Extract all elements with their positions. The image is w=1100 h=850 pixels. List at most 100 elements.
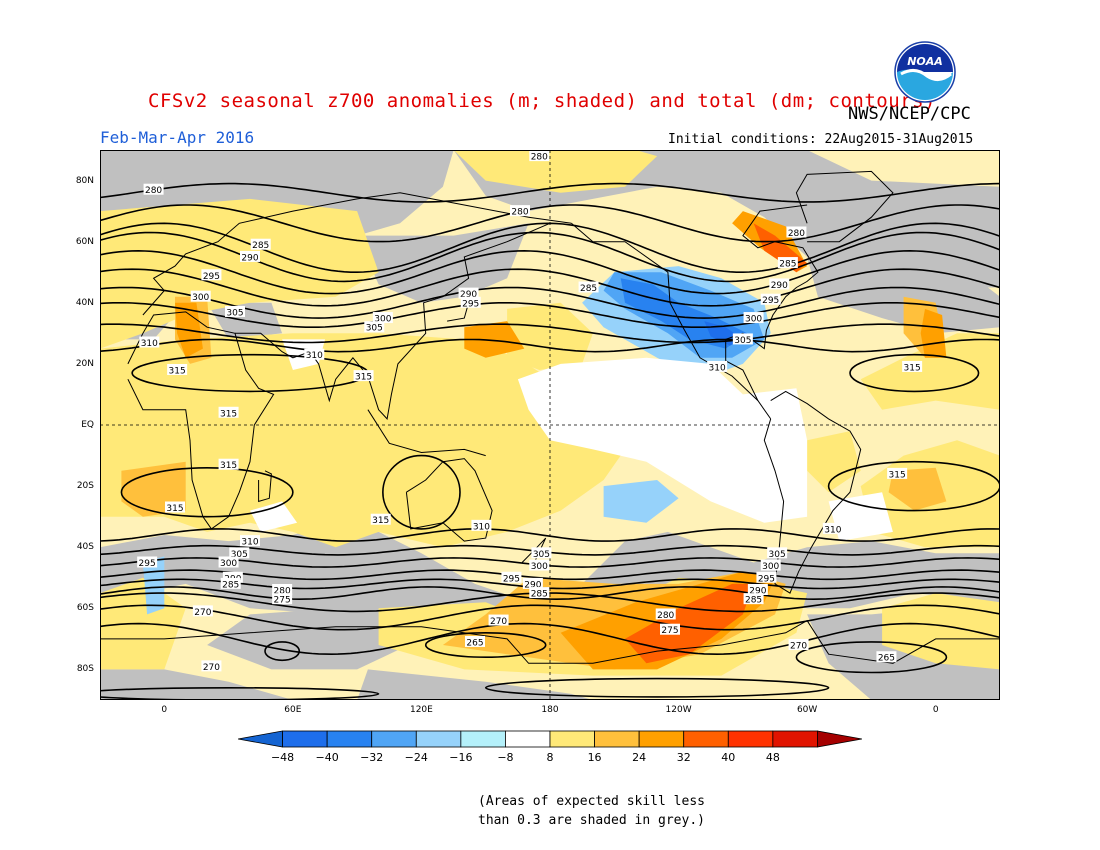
contour-label-bg [743,312,764,324]
contour-loop [484,677,830,698]
contour-label-bg [353,370,374,382]
contour-label-text: 295 [462,299,479,309]
white-region [250,501,298,532]
contour-label-bg [902,360,923,372]
coastline [763,390,862,594]
contour-label: 310 [139,336,160,349]
contour-label: 285 [578,281,599,294]
initial-conditions: Initial conditions: 22Aug2015-31Aug2015 [668,132,974,147]
contour-line [100,323,1000,344]
anomaly-region [100,333,625,548]
contour-label-text: 295 [758,574,775,584]
contour-label-text: 290 [241,253,258,263]
coastline [795,170,894,243]
contour-label-text: 310 [709,363,726,373]
coastline [405,458,493,542]
contour-label: 305 [364,321,385,334]
contour-label: 300 [372,312,393,325]
contour-label: 310 [304,348,325,361]
map-title: CFSv2 seasonal z700 anomalies (m; shaded… [148,90,936,112]
contour-label-bg [529,587,550,599]
contour-label-bg [760,293,781,305]
contour-label-bg [167,364,188,375]
grey-region [357,669,593,700]
contour-label-text: 310 [141,339,158,349]
coastline [127,311,275,530]
contour-loop [100,686,380,700]
colorbar-end-right [817,730,862,748]
contour-label: 295 [460,296,481,309]
coastline [100,619,1000,664]
contour-label-bg [465,635,485,647]
contour-label: 310 [707,360,728,373]
colorbar-label: 8 [546,751,554,764]
contour-label: 305 [732,333,753,346]
agency-label: NWS/NCEP/CPC [848,104,971,124]
contour-label: 285 [220,577,241,590]
contour-label: 285 [250,238,271,251]
colorbar-label: 48 [765,751,780,764]
contour-label-text: 315 [169,367,186,377]
lat-tick-label: 40S [76,542,94,553]
contour-label-bg [220,577,241,589]
contour-label-bg [660,623,680,635]
colorbar-segment [505,730,551,748]
contour-label-bg [139,336,160,348]
contour-label-text: 300 [745,315,762,325]
contour-label: 315 [167,364,188,377]
contour-label-bg [218,458,239,470]
contour-label: 300 [218,556,239,569]
contour-label: 315 [887,467,908,480]
contour-label-bg [769,278,790,290]
contour-label: 265 [876,651,897,664]
contour-label: 315 [902,360,923,373]
contour-label: 270 [201,660,222,673]
contour-label: 310 [822,522,843,535]
contour-label: 285 [743,593,764,606]
contour-label-text: 315 [220,409,237,419]
contour-label-text: 310 [824,525,841,535]
colorbar-segment [638,730,685,748]
contour-label-bg [707,360,728,372]
contour-label-text: 310 [473,522,490,532]
contour-label: 280 [510,205,530,218]
contour-label: 270 [488,614,509,627]
colorbar-segment [460,730,506,748]
contour-label-text: 270 [790,642,807,652]
contour-label-bg [529,559,550,571]
contour-label-bg [876,651,897,663]
colorbar-label: −32 [360,751,384,764]
contour-label: 315 [353,370,374,383]
contour-label-bg [488,614,509,626]
contour-label-bg [218,406,239,418]
contour-label-bg [788,639,809,650]
colorbar-segment [772,730,818,748]
colorbar-segment [683,730,729,748]
contour-label-bg [531,547,552,559]
contour-label: 290 [458,287,479,300]
map-frame [100,150,1000,700]
contour-loop [120,466,294,518]
grey-region [357,223,529,303]
contour-label-bg [304,348,325,360]
contour-label-bg [471,519,492,531]
contour-label-text: 315 [904,363,921,373]
contour-label-text: 310 [306,351,323,361]
colorbar-label: 16 [587,751,602,764]
lat-tick-label: 20S [76,481,94,492]
contour-label-bg [165,501,185,513]
contour-label-bg [143,183,164,195]
contour-label-text: 300 [374,315,391,325]
colorbar-label: −48 [270,751,295,764]
contour-label: 315 [218,406,239,419]
lon-tick-label: 0 [161,705,168,715]
contour-label-text: 265 [878,654,895,664]
contour-line [100,604,1000,631]
contour-label-bg [370,513,391,525]
colorbar-label: 40 [721,751,736,764]
contour-label-text: 300 [531,562,548,572]
colorbar-segment [371,730,417,748]
contour-loop [382,454,461,530]
contour-label-text: 295 [503,574,520,584]
contour-label-bg [501,571,522,583]
